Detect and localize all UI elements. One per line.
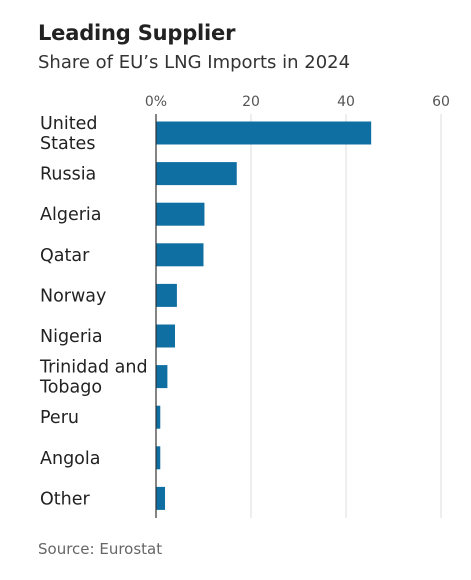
- category-label: Nigeria: [40, 327, 103, 347]
- category-label: Russia: [40, 165, 96, 185]
- bar: [156, 405, 161, 429]
- x-tick-label: 20: [242, 94, 260, 110]
- category-label-line: Qatar: [40, 246, 90, 266]
- category-label-line: Russia: [40, 165, 96, 185]
- category-label: Algeria: [40, 205, 102, 225]
- category-label: Norway: [40, 286, 106, 306]
- bar: [156, 446, 161, 470]
- chart-source: Source: Eurostat: [38, 540, 163, 558]
- category-label: Trinidad and Tobago: [39, 358, 148, 398]
- bar: [156, 162, 237, 186]
- x-tick-label: 40: [337, 94, 355, 110]
- bar: [156, 365, 168, 389]
- category-label-line: Tobago: [39, 378, 102, 398]
- x-tick-labels: 0% 20 40 60: [145, 94, 450, 110]
- bar: [156, 202, 205, 226]
- category-label-line: Other: [40, 489, 90, 509]
- category-label: Qatar: [40, 246, 90, 266]
- chart-title: Leading Supplier: [38, 21, 236, 45]
- category-label-line: Norway: [40, 286, 106, 306]
- chart-subtitle: Share of EU’s LNG Imports in 2024: [38, 52, 351, 73]
- bar: [156, 283, 177, 307]
- category-labels: United States Russia Algeria Qatar Norway Nige…: [39, 114, 148, 509]
- category-label-line: Nigeria: [40, 327, 103, 347]
- category-label-line: United: [40, 114, 98, 134]
- category-label-line: Trinidad and: [39, 358, 148, 378]
- bar: [156, 121, 372, 145]
- bars: [156, 121, 372, 510]
- bar: [156, 486, 166, 510]
- bar: [156, 324, 175, 348]
- category-label-line: Angola: [40, 449, 100, 469]
- category-label: Peru: [40, 408, 79, 428]
- category-label: Other: [40, 489, 90, 509]
- x-tick-label: 0%: [145, 94, 167, 110]
- category-label: United States: [40, 114, 98, 154]
- x-tick-label: 60: [432, 94, 450, 110]
- category-label-line: Peru: [40, 408, 79, 428]
- bar: [156, 243, 204, 267]
- category-label: Angola: [40, 449, 100, 469]
- category-label-line: States: [40, 134, 95, 154]
- gridlines: [250, 114, 442, 518]
- category-label-line: Algeria: [40, 205, 102, 225]
